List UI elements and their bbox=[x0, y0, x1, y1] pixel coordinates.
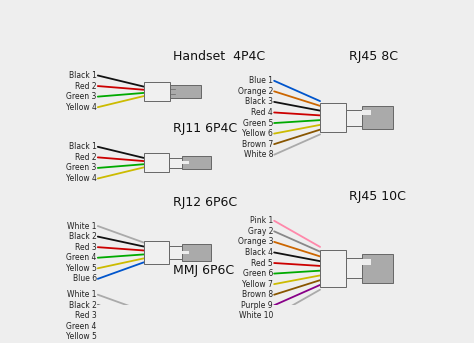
Text: Yellow 4: Yellow 4 bbox=[66, 174, 97, 183]
Text: Black 2: Black 2 bbox=[69, 232, 97, 241]
Text: Black 2: Black 2 bbox=[69, 301, 97, 310]
Text: Black 1: Black 1 bbox=[69, 71, 97, 80]
Text: Yellow 5: Yellow 5 bbox=[66, 264, 97, 273]
Text: MMJ 6P6C: MMJ 6P6C bbox=[173, 264, 234, 277]
Text: Red 4: Red 4 bbox=[251, 108, 273, 117]
Bar bbox=[182, 161, 189, 164]
Bar bbox=[346, 258, 362, 279]
Text: Red 3: Red 3 bbox=[75, 311, 97, 320]
Text: Red 3: Red 3 bbox=[75, 243, 97, 252]
Bar bbox=[144, 240, 169, 264]
Text: Black 1: Black 1 bbox=[69, 142, 97, 151]
Bar bbox=[170, 85, 201, 98]
Bar bbox=[169, 246, 182, 259]
Text: Gray 2: Gray 2 bbox=[247, 227, 273, 236]
Bar bbox=[362, 106, 392, 129]
Text: Green 4: Green 4 bbox=[66, 322, 97, 331]
Bar bbox=[346, 110, 362, 126]
Text: Green 5: Green 5 bbox=[243, 119, 273, 128]
Text: Red 5: Red 5 bbox=[251, 259, 273, 268]
Bar bbox=[144, 153, 169, 172]
Text: Red 2: Red 2 bbox=[75, 153, 97, 162]
Text: Handset  4P4C: Handset 4P4C bbox=[173, 50, 265, 63]
Bar bbox=[320, 250, 346, 287]
Bar bbox=[362, 253, 392, 283]
Text: Yellow 4: Yellow 4 bbox=[66, 103, 97, 112]
Text: Purple 9: Purple 9 bbox=[241, 301, 273, 310]
Text: Blue 6: Blue 6 bbox=[73, 274, 97, 283]
Bar bbox=[182, 313, 210, 329]
Bar bbox=[182, 244, 210, 261]
Bar bbox=[144, 309, 169, 333]
Text: Yellow 7: Yellow 7 bbox=[242, 280, 273, 289]
Text: RJ12 6P6C: RJ12 6P6C bbox=[173, 196, 237, 209]
Text: Orange 3: Orange 3 bbox=[237, 237, 273, 246]
Text: RJ11 6P4C: RJ11 6P4C bbox=[173, 122, 237, 135]
Bar bbox=[169, 157, 182, 168]
Text: Green 4: Green 4 bbox=[66, 253, 97, 262]
Bar bbox=[320, 103, 346, 132]
Text: White 10: White 10 bbox=[239, 311, 273, 320]
Text: White 8: White 8 bbox=[244, 150, 273, 159]
Bar bbox=[169, 316, 182, 329]
Bar bbox=[362, 259, 371, 265]
Text: Green 3: Green 3 bbox=[66, 163, 97, 173]
Text: Green 6: Green 6 bbox=[243, 269, 273, 278]
Text: Pink 1: Pink 1 bbox=[250, 216, 273, 225]
Bar bbox=[182, 251, 189, 254]
Bar bbox=[144, 82, 170, 100]
Text: Black 4: Black 4 bbox=[245, 248, 273, 257]
Text: Red 2: Red 2 bbox=[75, 82, 97, 91]
Text: Green 3: Green 3 bbox=[66, 92, 97, 101]
Text: Yellow 5: Yellow 5 bbox=[66, 332, 97, 342]
Text: RJ45 8C: RJ45 8C bbox=[349, 50, 398, 63]
Bar bbox=[182, 156, 210, 169]
Bar bbox=[362, 110, 371, 116]
Text: Yellow 6: Yellow 6 bbox=[242, 129, 273, 138]
Text: Brown 8: Brown 8 bbox=[242, 290, 273, 299]
Text: Black 3: Black 3 bbox=[245, 97, 273, 106]
Text: White 1: White 1 bbox=[67, 290, 97, 299]
Text: RJ45 10C: RJ45 10C bbox=[349, 190, 406, 203]
Text: Orange 2: Orange 2 bbox=[237, 87, 273, 96]
Text: Blue 1: Blue 1 bbox=[249, 76, 273, 85]
Text: White 1: White 1 bbox=[67, 222, 97, 230]
Text: Brown 7: Brown 7 bbox=[242, 140, 273, 149]
